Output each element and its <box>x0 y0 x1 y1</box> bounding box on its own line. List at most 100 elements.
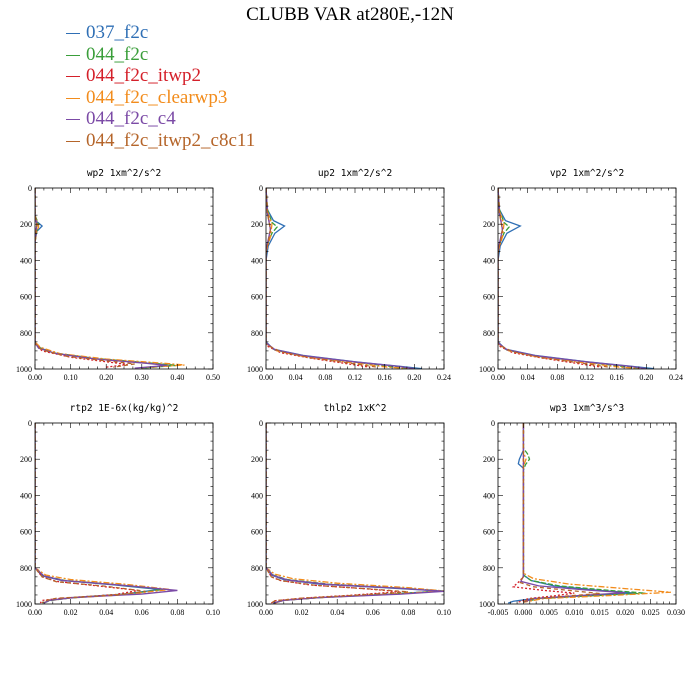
y-tick-label: 0 <box>28 184 32 193</box>
legend-item: 044_f2c_itwp2_c8c11 <box>66 130 255 152</box>
series-line <box>35 423 164 604</box>
x-tick-label: 0.08 <box>318 373 332 382</box>
legend-item: 044_f2c <box>66 44 255 66</box>
series-line <box>35 423 139 604</box>
y-tick-label: 1000 <box>247 365 263 374</box>
x-tick-label: 0.00 <box>28 608 42 617</box>
legend-label: 044_f2c <box>86 43 149 65</box>
y-tick-label: 400 <box>483 491 495 500</box>
x-tick-label: 0.04 <box>521 373 535 382</box>
x-tick-label: 0.24 <box>437 373 451 382</box>
x-tick-label: 0.010 <box>565 608 583 617</box>
series-line <box>35 188 167 369</box>
y-tick-label: 0 <box>491 419 495 428</box>
y-tick-label: 400 <box>483 256 495 265</box>
x-tick-label: 0.02 <box>295 608 309 617</box>
plot-frame <box>34 187 214 370</box>
plot-frame <box>497 422 677 605</box>
panel-title: up2 1xm^2/s^2 <box>318 168 392 179</box>
x-tick-label: 0.06 <box>135 608 149 617</box>
x-tick-label: 0.015 <box>591 608 609 617</box>
series-line <box>266 188 415 369</box>
x-tick-label: 0.06 <box>366 608 380 617</box>
legend-swatch <box>66 54 80 56</box>
y-tick-label: 0 <box>259 184 263 193</box>
plot-frame <box>265 422 445 605</box>
x-tick-label: 0.20 <box>639 373 653 382</box>
legend-swatch <box>66 76 80 78</box>
legend-label: 037_f2c <box>86 22 149 43</box>
legend-label: 044_f2c_itwp2 <box>86 65 202 86</box>
x-tick-label: 0.04 <box>330 608 344 617</box>
legend-item: 044_f2c_c4 <box>66 108 255 130</box>
plot-frame <box>34 422 214 605</box>
series-line <box>266 188 415 369</box>
legend-item: 044_f2c_clearwp3 <box>66 87 255 109</box>
series-line <box>511 423 575 603</box>
series-line <box>498 188 647 369</box>
series-line <box>35 423 171 604</box>
x-tick-label: 0.08 <box>170 608 184 617</box>
chart-panel: wp3 1xm^3/s^3 0 200 400 600 800 1000-0.005 0.00… <box>479 403 685 617</box>
y-tick-label: 200 <box>20 455 32 464</box>
series-line <box>266 188 407 369</box>
panel-title: thlp2 1xK^2 <box>324 403 387 414</box>
x-tick-label: 0.20 <box>99 373 113 382</box>
x-tick-label: 0.30 <box>135 373 149 382</box>
panel-title: rtp2 1E-6x(kg/kg)^2 <box>70 403 179 414</box>
series-line <box>498 188 647 369</box>
legend-swatch <box>66 97 80 99</box>
y-tick-label: 200 <box>251 455 263 464</box>
series-line <box>266 188 422 369</box>
series-line <box>266 423 444 604</box>
x-tick-label: 0.030 <box>667 608 685 617</box>
y-tick-label: 0 <box>491 184 495 193</box>
legend-label: 044_f2c_c4 <box>86 108 176 129</box>
x-tick-label: 0.10 <box>64 373 78 382</box>
x-tick-label: 0.24 <box>669 373 683 382</box>
y-tick-label: 200 <box>483 455 495 464</box>
x-tick-label: 0.40 <box>170 373 184 382</box>
series-line <box>35 423 146 604</box>
x-tick-label: 0.00 <box>259 608 273 617</box>
series-line <box>266 423 444 604</box>
y-tick-label: 400 <box>20 256 32 265</box>
y-tick-label: 1000 <box>247 600 263 609</box>
panel-title: vp2 1xm^2/s^2 <box>550 168 624 179</box>
x-tick-label: 0.20 <box>407 373 421 382</box>
y-tick-label: 800 <box>483 564 495 573</box>
y-tick-label: 600 <box>251 528 263 537</box>
series-line <box>498 188 602 368</box>
y-tick-label: 600 <box>483 293 495 302</box>
legend: 037_f2c 044_f2c 044_f2c_itwp2 044_f2c_clear… <box>66 22 255 151</box>
series-line <box>35 188 171 369</box>
x-tick-label: 0.00 <box>259 373 273 382</box>
series-line <box>498 188 610 368</box>
x-tick-label: 0.16 <box>610 373 624 382</box>
y-tick-label: 800 <box>20 564 32 573</box>
x-tick-label: 0.12 <box>348 373 362 382</box>
series-line <box>266 423 441 604</box>
plot-frame <box>497 187 677 370</box>
series-line <box>35 188 128 368</box>
y-tick-label: 1000 <box>479 365 495 374</box>
x-tick-label: 0.08 <box>401 608 415 617</box>
series-line <box>498 188 639 369</box>
y-tick-label: 1000 <box>16 365 32 374</box>
series-line <box>35 423 178 604</box>
series-line <box>266 188 378 368</box>
series-line <box>266 423 409 604</box>
y-tick-label: 600 <box>251 293 263 302</box>
legend-label: 044_f2c_itwp2_c8c11 <box>86 129 256 151</box>
legend-item: 037_f2c <box>66 22 255 44</box>
series-line <box>519 423 626 603</box>
x-tick-label: 0.000 <box>514 608 532 617</box>
y-tick-label: 600 <box>483 528 495 537</box>
x-tick-label: -0.005 <box>488 608 509 617</box>
chart-panel: rtp2 1E-6x(kg/kg)^2 0 200 400 600 800 10000.00… <box>16 403 220 617</box>
panel-title: wp3 1xm^3/s^3 <box>550 403 624 414</box>
